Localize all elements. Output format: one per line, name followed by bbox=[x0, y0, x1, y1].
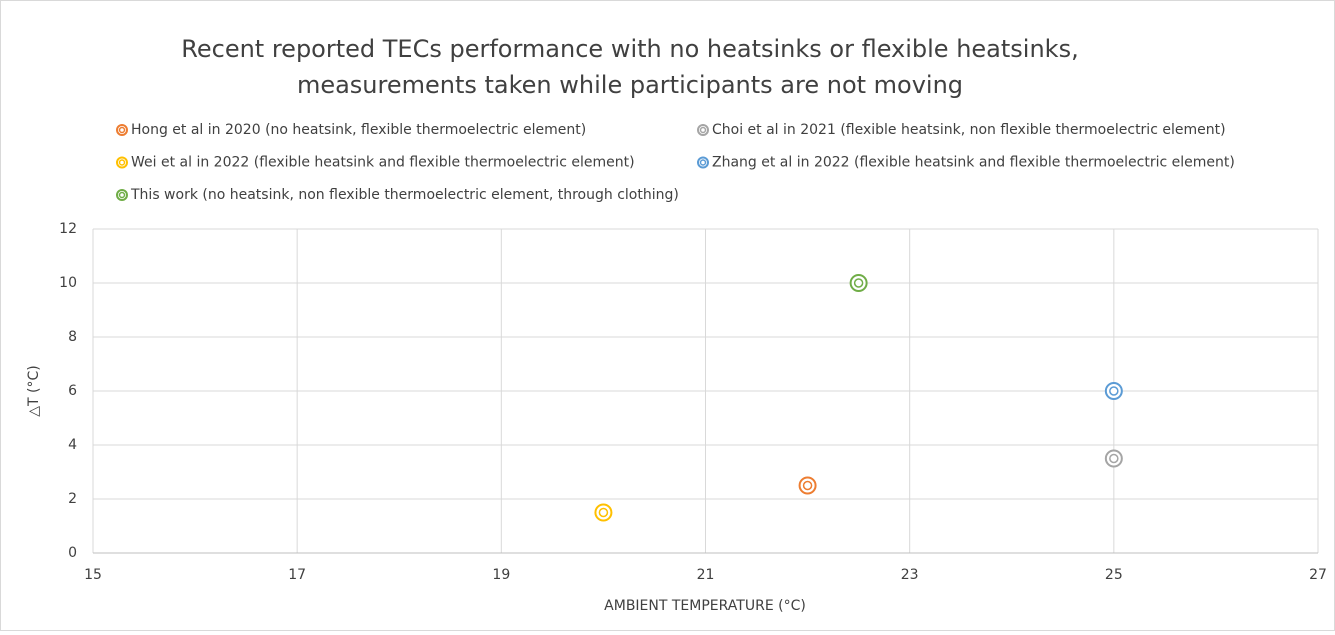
data-point bbox=[594, 503, 613, 522]
legend-entry: This work (no heatsink, non flexible the… bbox=[116, 187, 679, 203]
marker-core bbox=[118, 159, 126, 166]
x-tick-label: 23 bbox=[901, 567, 919, 583]
x-axis-label: AMBIENT TEMPERATURE (°C) bbox=[604, 598, 806, 614]
x-tick-label: 17 bbox=[288, 567, 306, 583]
legend-entry: Choi et al in 2021 (flexible heatsink, n… bbox=[697, 122, 1226, 138]
legend-label: Wei et al in 2022 (flexible heatsink and… bbox=[131, 155, 635, 171]
chart-title: measurements taken while participants ar… bbox=[297, 71, 963, 99]
legend-label: Zhang et al in 2022 (flexible heatsink a… bbox=[712, 155, 1235, 171]
legend-entry: Zhang et al in 2022 (flexible heatsink a… bbox=[697, 155, 1235, 171]
marker-core bbox=[1109, 386, 1119, 396]
y-tick-label: 12 bbox=[59, 221, 77, 237]
marker-ring bbox=[849, 274, 868, 292]
legend-entry: Wei et al in 2022 (flexible heatsink and… bbox=[116, 155, 635, 171]
y-tick-label: 8 bbox=[68, 329, 77, 345]
marker-ring bbox=[697, 124, 709, 136]
y-axis-label: △T (°C) bbox=[26, 365, 42, 416]
data-point bbox=[849, 274, 868, 292]
marker-ring bbox=[798, 476, 817, 495]
marker-core bbox=[118, 191, 126, 199]
marker-core bbox=[118, 126, 126, 134]
data-point bbox=[798, 476, 817, 495]
legend-entry: Hong et al in 2020 (no heatsink, flexibl… bbox=[116, 122, 586, 138]
marker-core bbox=[1109, 453, 1119, 464]
x-tick-label: 15 bbox=[84, 567, 102, 583]
marker-ring bbox=[116, 189, 128, 201]
legend-label: This work (no heatsink, non flexible the… bbox=[130, 187, 679, 203]
marker-ring bbox=[697, 156, 709, 169]
y-tick-label: 0 bbox=[68, 545, 77, 561]
data-point bbox=[1104, 382, 1123, 400]
marker-ring bbox=[116, 156, 128, 169]
marker-core bbox=[598, 507, 609, 518]
x-tick-label: 21 bbox=[697, 567, 715, 583]
marker-ring bbox=[1104, 382, 1123, 400]
marker-core bbox=[802, 480, 813, 491]
y-tick-label: 10 bbox=[59, 275, 77, 291]
marker-ring bbox=[594, 503, 613, 522]
legend-label: Choi et al in 2021 (flexible heatsink, n… bbox=[712, 122, 1226, 138]
marker-core bbox=[853, 278, 864, 288]
data-point bbox=[1104, 449, 1123, 468]
marker-ring bbox=[1104, 449, 1123, 468]
chart-title: Recent reported TECs performance with no… bbox=[181, 35, 1078, 63]
y-tick-label: 2 bbox=[68, 491, 77, 507]
x-tick-label: 19 bbox=[492, 567, 510, 583]
marker-ring bbox=[116, 124, 128, 136]
legend-label: Hong et al in 2020 (no heatsink, flexibl… bbox=[131, 122, 586, 138]
x-tick-label: 25 bbox=[1105, 567, 1123, 583]
y-tick-label: 4 bbox=[68, 437, 77, 453]
marker-core bbox=[699, 159, 707, 166]
x-tick-label: 27 bbox=[1309, 567, 1327, 583]
y-tick-label: 6 bbox=[68, 383, 77, 399]
marker-core bbox=[699, 126, 707, 134]
